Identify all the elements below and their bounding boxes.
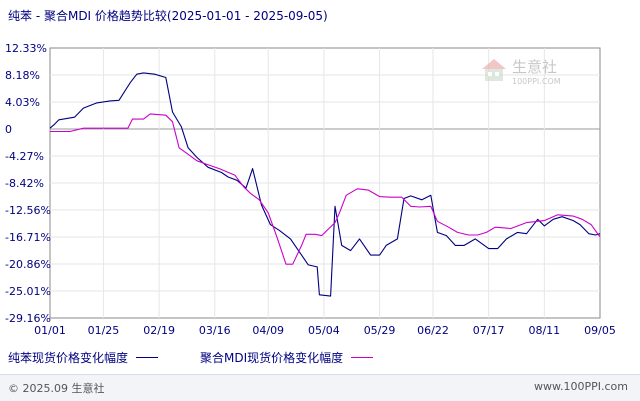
watermark-url: 100PPI.COM [512,77,561,86]
legend-item-mdi: 聚合MDI现货价格变化幅度 [200,349,374,366]
price-trend-chart: 12.33% 8.18% 4.03% 0 -4.27% -8.42% -12.56% -16.… [5,42,616,337]
y-tick-label: -12.56% [5,204,51,217]
x-tick-label: 02/19 [143,324,175,337]
x-axis-ticks: 01/01 01/25 02/19 03/16 04/09 05/04 05/29 06/22… [34,324,616,337]
x-tick-label: 05/29 [364,324,396,337]
chart-title: 纯苯 - 聚合MDI 价格趋势比较(2025-01-01 - 2025-09-0… [8,9,328,23]
y-tick-label: -4.27% [5,150,44,163]
y-tick-label: -25.01% [5,285,51,298]
legend-swatch-benzene [136,357,159,358]
y-tick-label: 12.33% [5,42,47,55]
x-tick-label: 03/16 [199,324,231,337]
x-tick-label: 09/05 [584,324,616,337]
y-tick-label: -20.86% [5,258,51,271]
series-line-mdi [50,113,601,265]
y-tick-label: 8.18% [5,69,40,82]
series-line-benzene [49,72,601,297]
x-tick-label: 04/09 [252,324,284,337]
legend-label-benzene: 纯苯现货价格变化幅度 [8,351,129,365]
y-axis-ticks: 12.33% 8.18% 4.03% 0 -4.27% -8.42% -12.56% -16.… [5,42,51,325]
x-tick-label: 01/01 [34,324,66,337]
y-tick-label: 0 [5,123,12,136]
y-tick-label: 4.03% [5,96,40,109]
x-tick-label: 05/04 [308,324,340,337]
y-tick-label: -16.71% [5,231,51,244]
x-tick-label: 08/11 [528,324,560,337]
grid-lines [50,48,600,318]
watermark-logo: 生意社 100PPI.COM [478,55,574,89]
legend-label-mdi: 聚合MDI现货价格变化幅度 [200,351,344,365]
footer-bar: © 2025.09 生意社 www.100PPI.com [0,374,640,401]
footer-copyright: © 2025.09 生意社 [8,382,105,395]
series-lines [49,72,601,297]
watermark-name: 生意社 [512,58,557,76]
legend-swatch-mdi [351,357,374,358]
footer-site-link[interactable]: www.100PPI.com [534,380,628,393]
y-tick-label: -29.16% [5,312,51,325]
x-tick-label: 06/22 [417,324,449,337]
x-tick-label: 07/17 [473,324,505,337]
y-tick-label: -8.42% [5,177,44,190]
x-tick-label: 01/25 [88,324,120,337]
legend-item-benzene: 纯苯现货价格变化幅度 [8,349,159,366]
